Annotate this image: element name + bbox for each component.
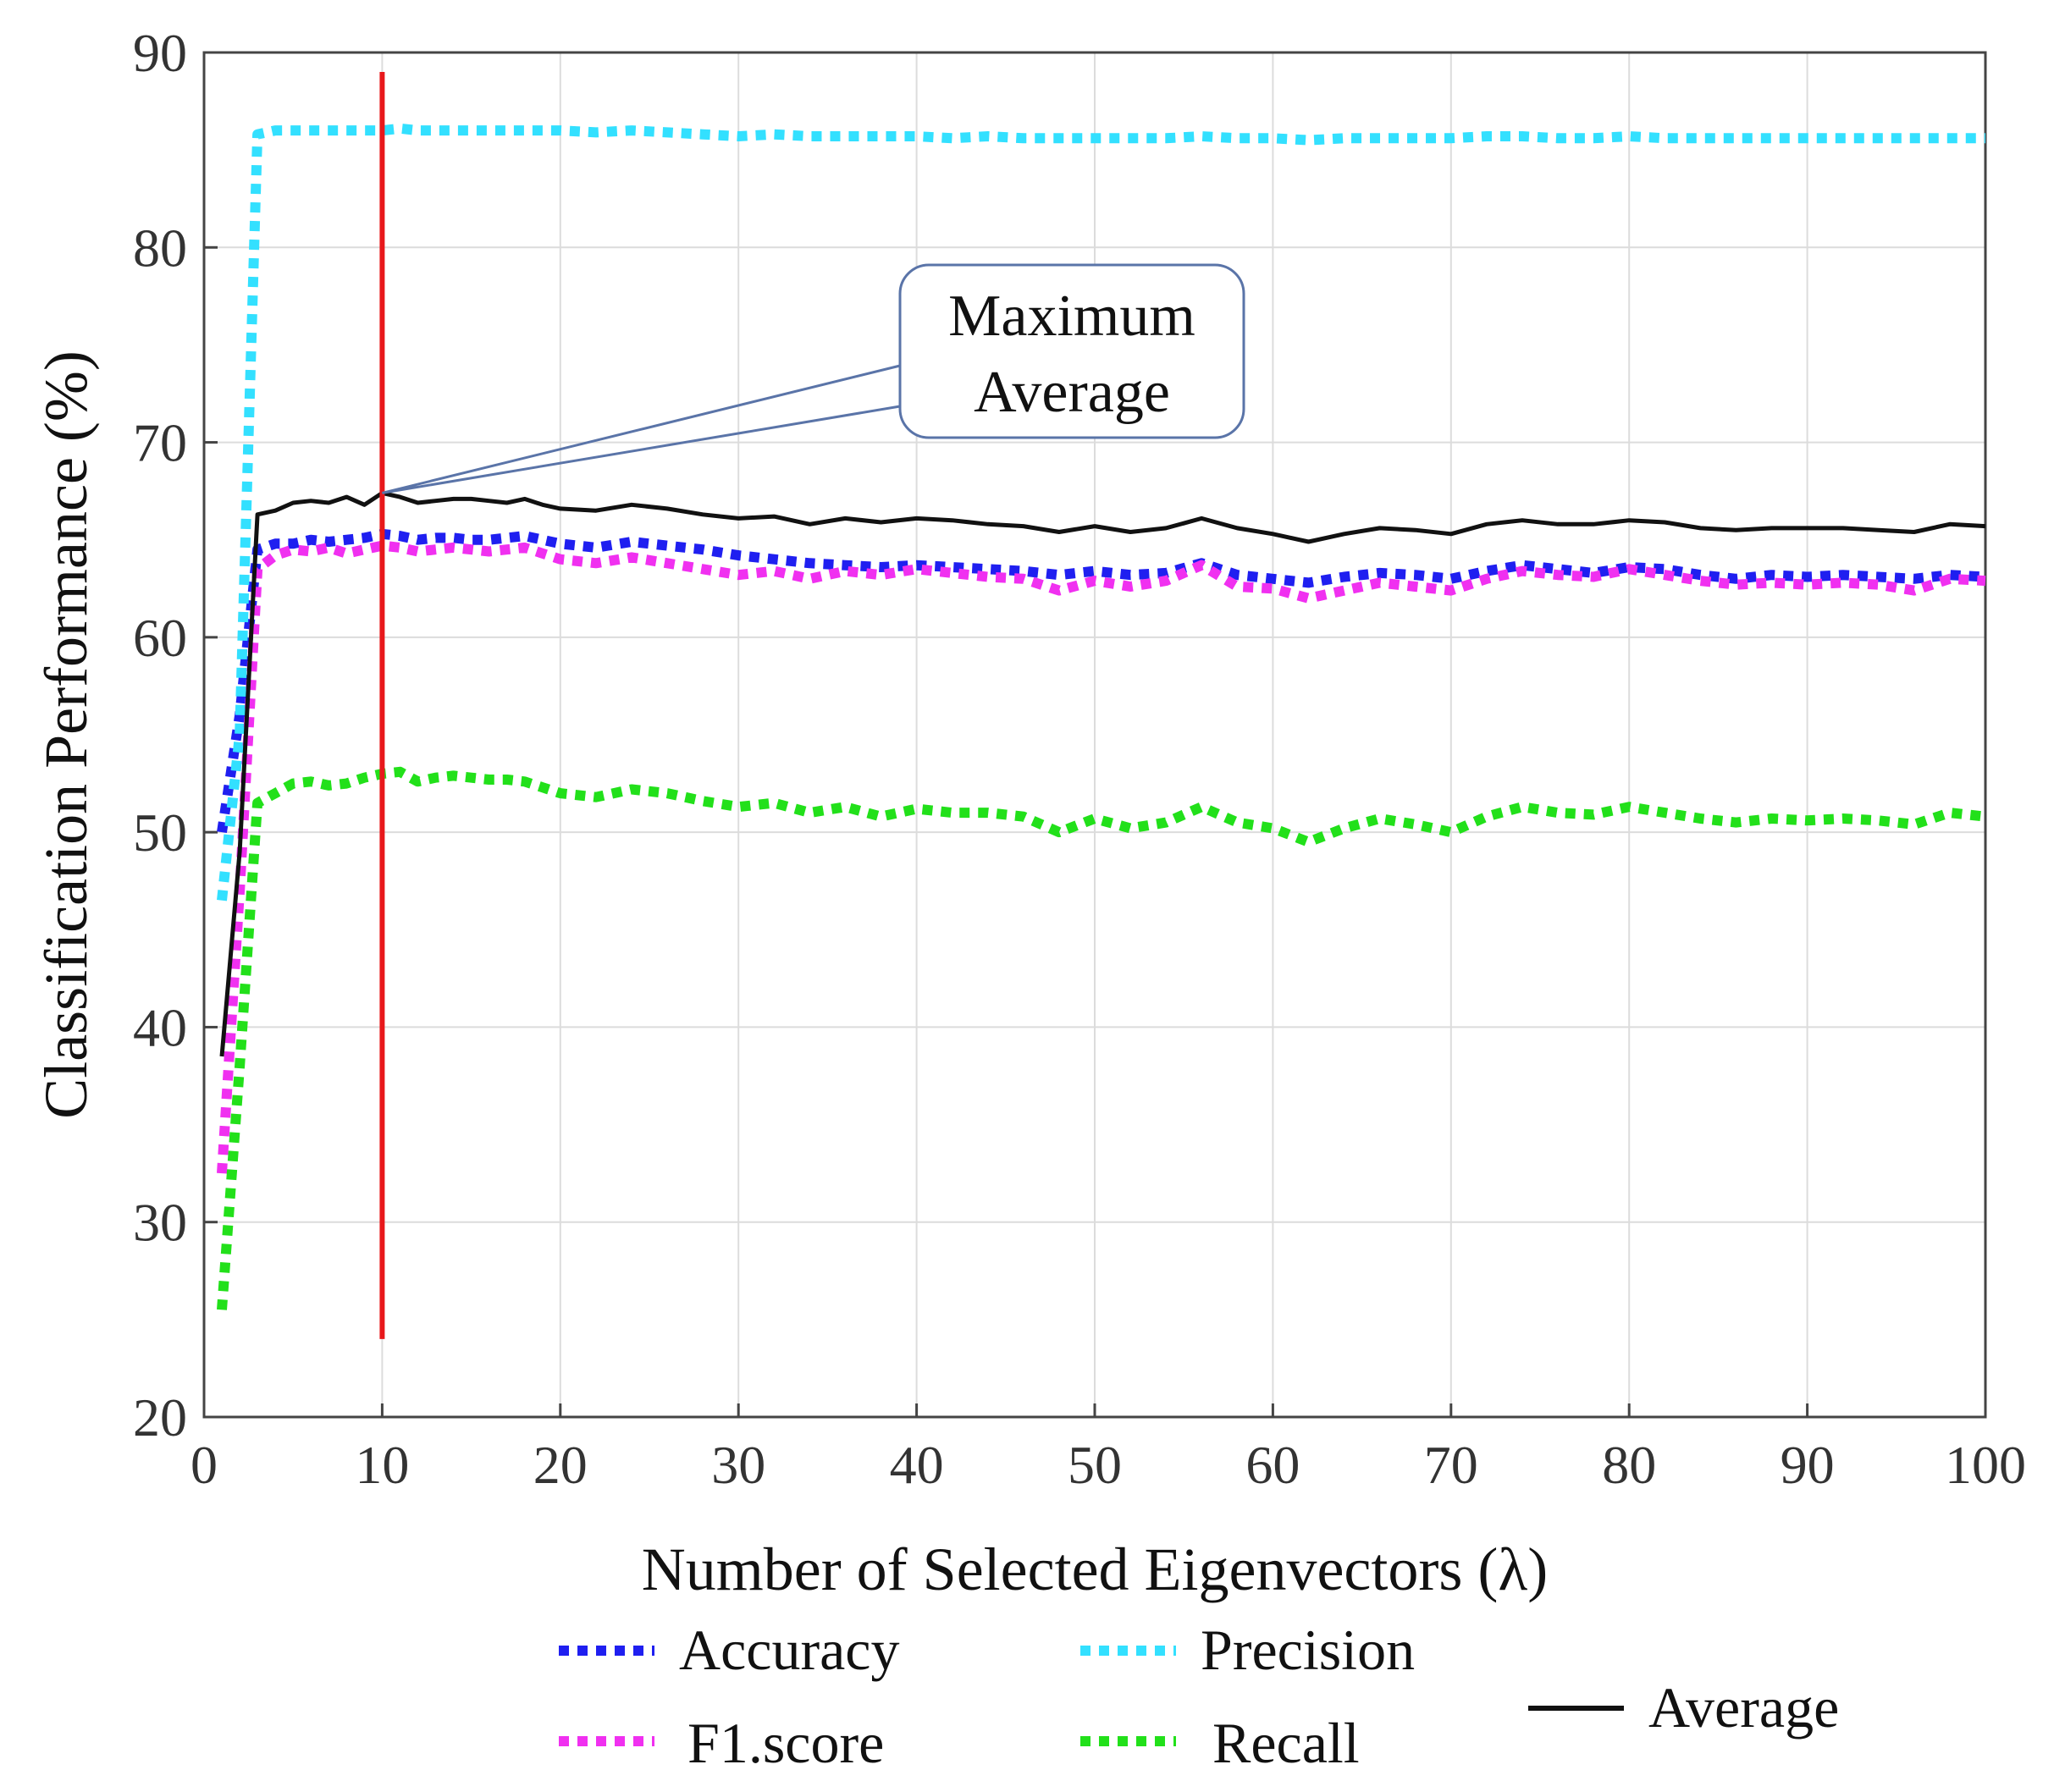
y-tick-label-40: 40 xyxy=(133,997,187,1057)
x-tick-label-20: 20 xyxy=(533,1435,588,1495)
x-tick-label-50: 50 xyxy=(1068,1435,1122,1495)
y-tick-label-90: 90 xyxy=(133,23,187,83)
series-group xyxy=(217,123,1986,1310)
legend-item-accuracy: Accuracy xyxy=(559,1618,899,1682)
callout-box xyxy=(898,263,1245,439)
legend-item-f1score: F1.score xyxy=(559,1711,884,1775)
callout-pointer xyxy=(382,364,901,494)
x-tick-label-10: 10 xyxy=(355,1435,409,1495)
y-tick-label-30: 30 xyxy=(133,1193,187,1253)
callout-line-2: Average xyxy=(974,360,1170,425)
legend-label-recall: Recall xyxy=(1212,1711,1360,1775)
x-axis-title: Number of Selected Eigenvectors (λ) xyxy=(642,1536,1549,1603)
x-tick-label-60: 60 xyxy=(1245,1435,1300,1495)
y-tick-label-50: 50 xyxy=(133,802,187,863)
max-average-callout: Maximum Average xyxy=(382,263,1245,494)
series-line-f1score xyxy=(217,540,1986,1174)
y-tick-label-70: 70 xyxy=(133,413,187,473)
x-tick-label-100: 100 xyxy=(1945,1435,2026,1495)
x-tick-label-70: 70 xyxy=(1424,1435,1478,1495)
series-line-recall xyxy=(217,766,1986,1310)
x-tick-label-30: 30 xyxy=(711,1435,765,1495)
y-tick-label-60: 60 xyxy=(133,608,187,668)
legend-item-recall: Recall xyxy=(1080,1711,1360,1775)
x-tick-label-40: 40 xyxy=(890,1435,944,1495)
axis-ticks: 0 10 20 30 40 50 60 70 80 90 100 20 30 40 50 60 70 80 90 xyxy=(133,23,2026,1495)
legend-item-average: Average xyxy=(1528,1675,1839,1740)
legend-label-accuracy: Accuracy xyxy=(679,1618,899,1682)
series-line-average xyxy=(219,490,1986,1057)
callout-line-1: Maximum xyxy=(948,284,1195,349)
legend-label-precision: Precision xyxy=(1201,1618,1415,1682)
legend-label-f1score: F1.score xyxy=(687,1711,884,1775)
legend-item-precision: Precision xyxy=(1080,1618,1415,1682)
y-axis-title: Classification Performance (%) xyxy=(32,350,100,1119)
series-line-precision xyxy=(217,123,1985,902)
y-tick-label-20: 20 xyxy=(133,1387,187,1447)
x-tick-label-0: 0 xyxy=(190,1435,218,1495)
legend: Accuracy Precision F1.score Recall Avera… xyxy=(559,1618,1839,1775)
legend-label-average: Average xyxy=(1648,1675,1839,1740)
y-tick-label-80: 80 xyxy=(133,218,187,278)
x-tick-label-80: 80 xyxy=(1602,1435,1656,1495)
x-tick-label-90: 90 xyxy=(1781,1435,1835,1495)
